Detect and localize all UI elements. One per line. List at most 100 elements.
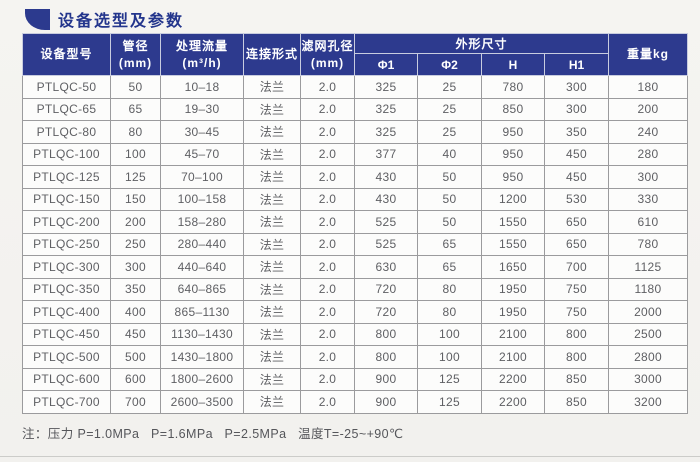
table-cell: 240 [608, 120, 689, 144]
table-cell: 2800 [608, 345, 689, 369]
table-cell: 158–280 [160, 210, 244, 234]
table-cell: 800 [354, 322, 418, 346]
col-header-h: H [481, 53, 545, 76]
table-cell: 1550 [481, 210, 545, 234]
table-cell: 2100 [481, 345, 545, 369]
table-cell: PTLQC-700 [22, 390, 111, 414]
table-row: PTLQC-65 65 19–30 法兰 2.0 325 25 850 300 200 [22, 97, 689, 121]
table-cell: 900 [354, 390, 418, 414]
table-cell: 2600–3500 [160, 390, 244, 414]
table-cell: 200 [608, 97, 689, 121]
table-cell: 125 [417, 390, 482, 414]
table-cell: PTLQC-200 [22, 210, 111, 234]
col-header-pipe-diameter: 管径(mm) [110, 33, 161, 76]
table-cell: 1650 [481, 255, 545, 279]
table-cell: 125 [110, 165, 161, 189]
table-cell: 500 [110, 345, 161, 369]
table-cell: PTLQC-80 [22, 120, 111, 144]
table-cell: 2500 [608, 322, 689, 346]
table-cell: 25 [417, 120, 482, 144]
table-cell: 2.0 [300, 390, 355, 414]
table-row: PTLQC-100 100 45–70 法兰 2.0 377 40 950 450 280 [22, 142, 689, 166]
table-cell: 法兰 [243, 345, 301, 369]
col-header-h1: H1 [543, 53, 610, 76]
col-header-dimensions-group: 外形尺寸 [353, 33, 610, 54]
table-cell: 850 [481, 97, 545, 121]
table-cell: 2.0 [300, 277, 355, 301]
table-cell: 100 [110, 142, 161, 166]
table-cell: 10–18 [160, 75, 244, 99]
table-row: PTLQC-450 450 1130–1430 法兰 2.0 800 100 2100 800 2… [22, 322, 689, 346]
table-cell: 法兰 [243, 390, 301, 414]
table-cell: 300 [543, 97, 610, 121]
table-cell: 1800–2600 [160, 367, 244, 391]
table-cell: 2.0 [300, 97, 355, 121]
table-cell: PTLQC-250 [22, 232, 111, 256]
bottom-divider [0, 456, 700, 457]
table-cell: 2.0 [300, 165, 355, 189]
table-cell: 70–100 [160, 165, 244, 189]
col-header-flow-line1: 处理流量 [175, 39, 228, 54]
table-cell: 50 [417, 187, 482, 211]
table-cell: 65 [417, 232, 482, 256]
spec-table-body: PTLQC-50 50 10–18 法兰 2.0 325 25 780 300 180 PTLQC-… [22, 75, 689, 414]
table-row: PTLQC-500 500 1430–1800 法兰 2.0 800 100 2100 800 2… [22, 345, 689, 369]
table-cell: PTLQC-500 [22, 345, 111, 369]
table-cell: 法兰 [243, 367, 301, 391]
table-cell: 900 [354, 367, 418, 391]
spec-table: 设备型号 管径(mm) 处理流量 (m³/h) 连接形式 滤网孔径 (mm) 外… [22, 33, 689, 414]
col-header-flow: 处理流量 (m³/h) [160, 33, 244, 76]
table-row: PTLQC-80 80 30–45 法兰 2.0 325 25 950 350 240 [22, 120, 689, 144]
table-cell: 法兰 [243, 210, 301, 234]
table-cell: 280 [608, 142, 689, 166]
table-cell: 350 [110, 277, 161, 301]
col-header-mesh: 滤网孔径 (mm) [300, 33, 355, 76]
table-cell: PTLQC-100 [22, 142, 111, 166]
table-cell: PTLQC-50 [22, 75, 111, 99]
spec-table-header: 设备型号 管径(mm) 处理流量 (m³/h) 连接形式 滤网孔径 (mm) 外… [22, 33, 689, 76]
table-cell: 65 [110, 97, 161, 121]
table-cell: 法兰 [243, 75, 301, 99]
table-row: PTLQC-350 350 640–865 法兰 2.0 720 80 1950 750 1180 [22, 277, 689, 301]
table-cell: 法兰 [243, 255, 301, 279]
table-cell: PTLQC-450 [22, 322, 111, 346]
table-cell: 30–45 [160, 120, 244, 144]
table-cell: 100 [417, 345, 482, 369]
table-cell: 法兰 [243, 232, 301, 256]
page-title: 设备选型及参数 [58, 13, 185, 30]
table-row: PTLQC-50 50 10–18 法兰 2.0 325 25 780 300 180 [22, 75, 689, 99]
table-cell: 950 [481, 142, 545, 166]
table-cell: 2200 [481, 390, 545, 414]
table-cell: 600 [110, 367, 161, 391]
table-cell: PTLQC-300 [22, 255, 111, 279]
table-cell: 430 [354, 165, 418, 189]
table-cell: 610 [608, 210, 689, 234]
table-cell: PTLQC-350 [22, 277, 111, 301]
table-cell: 530 [543, 187, 610, 211]
table-cell: 2.0 [300, 187, 355, 211]
table-cell: 2.0 [300, 345, 355, 369]
footnote: 注：压力 P=1.0MPa P=1.6MPa P=2.5MPa 温度T=-25~… [22, 426, 404, 441]
col-header-phi2: Φ2 [417, 53, 482, 76]
table-cell: 800 [354, 345, 418, 369]
table-cell: 2.0 [300, 367, 355, 391]
table-cell: 1180 [608, 277, 689, 301]
table-cell: 440–640 [160, 255, 244, 279]
table-row: PTLQC-200 200 158–280 法兰 2.0 525 50 1550 650 610 [22, 210, 689, 234]
table-cell: 750 [543, 277, 610, 301]
table-cell: 法兰 [243, 187, 301, 211]
table-cell: 280–440 [160, 232, 244, 256]
table-row: PTLQC-150 150 100–158 法兰 2.0 430 50 1200 530 330 [22, 187, 689, 211]
table-cell: 525 [354, 210, 418, 234]
table-cell: 180 [608, 75, 689, 99]
table-cell: 65 [417, 255, 482, 279]
table-cell: 450 [543, 165, 610, 189]
table-cell: 300 [110, 255, 161, 279]
table-cell: 700 [110, 390, 161, 414]
table-cell: 50 [417, 165, 482, 189]
table-cell: 720 [354, 300, 418, 324]
table-cell: 325 [354, 97, 418, 121]
table-cell: PTLQC-65 [22, 97, 111, 121]
col-header-phi1: Φ1 [354, 53, 418, 76]
table-cell: 325 [354, 75, 418, 99]
